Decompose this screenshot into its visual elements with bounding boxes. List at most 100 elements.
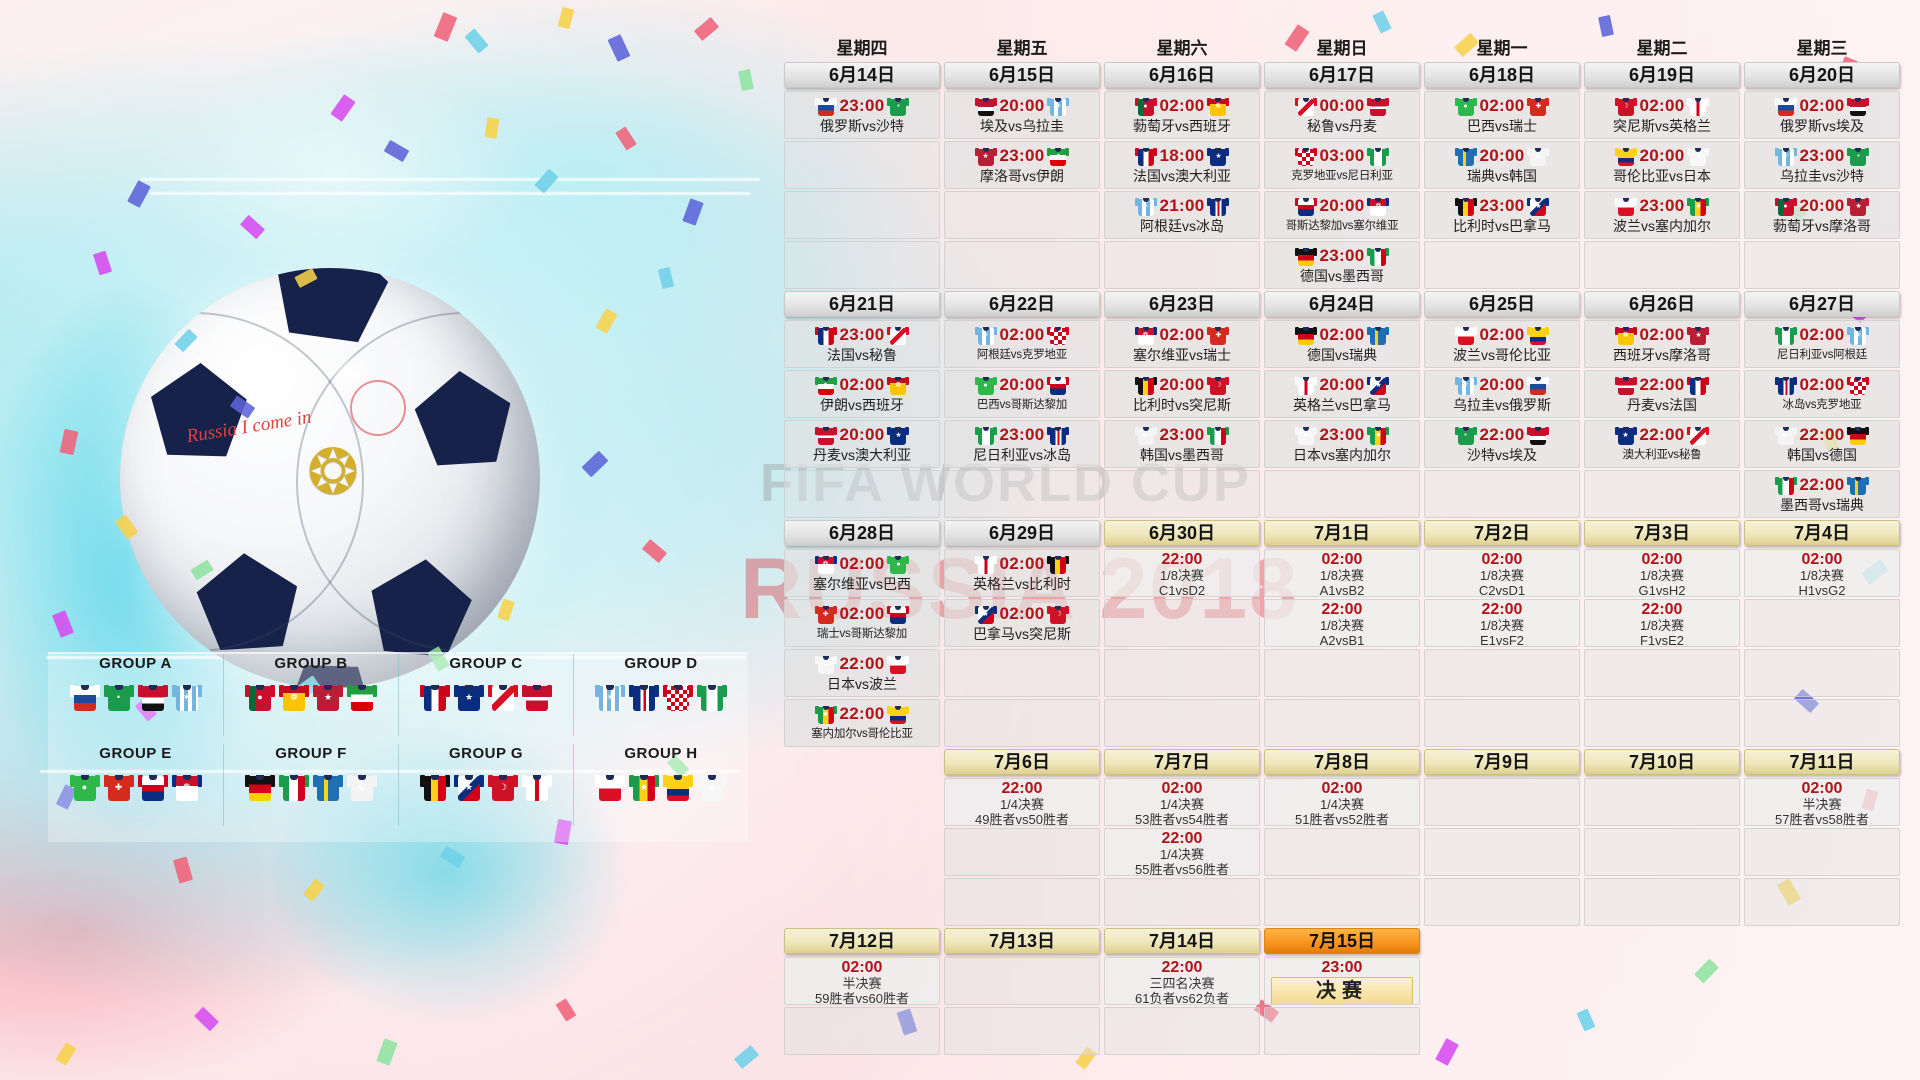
date-header-7月8日[interactable]: 7月8日 — [1264, 749, 1420, 775]
date-header-7月15日[interactable]: 7月15日 — [1264, 928, 1420, 954]
match-cell[interactable]: ✶ 23:00 • 乌拉圭vs沙特 — [1744, 141, 1900, 189]
date-header-6月18日[interactable]: 6月18日 — [1424, 62, 1580, 88]
match-cell[interactable]: ★ 23:00 ◆ 摩洛哥vs伊朗 — [944, 141, 1100, 189]
match-cell[interactable]: ● 20:00 ★ 葧萄牙vs摩洛哥 — [1744, 191, 1900, 239]
knockout-match-cell[interactable]: 22:00 三四名决赛 61负者vs62负者 — [1104, 957, 1260, 1005]
knockout-match-cell[interactable]: 02:00 1/8决赛 A1vsB2 — [1264, 549, 1420, 597]
knockout-match-cell[interactable]: 02:00 1/8决赛 C2vsD1 — [1424, 549, 1580, 597]
match-cell[interactable]: 02:00 冰岛vs克罗地亚 — [1744, 370, 1900, 418]
knockout-match-cell[interactable]: 22:00 1/8决赛 F1vsE2 — [1584, 599, 1740, 647]
match-cell[interactable]: • 22:00 沙特vs埃及 — [1424, 420, 1580, 468]
knockout-match-cell[interactable]: 02:00 1/4决赛 53胜者vs54胜者 — [1104, 778, 1260, 826]
match-cell[interactable]: ● 23:00 ★ 日本vs塞内加尔 — [1264, 420, 1420, 468]
knockout-match-cell[interactable]: 22:00 1/8决赛 A2vsB1 — [1264, 599, 1420, 647]
date-header-6月23日[interactable]: 6月23日 — [1104, 291, 1260, 317]
knockout-match-cell[interactable]: 22:00 1/4决赛 55胜者vs56胜者 — [1104, 828, 1260, 876]
match-cell[interactable]: 00:00 秘鲁vs丹麦 — [1264, 91, 1420, 139]
match-cell[interactable]: ❁ 02:00 ● 塞尔维亚vs巴西 — [784, 549, 940, 597]
match-cell[interactable]: 23:00 ★ 波兰vs塞内加尔 — [1584, 191, 1740, 239]
match-cell[interactable]: ❁ 02:00 ✚ 塞尔维亚vs瑞士 — [1104, 320, 1260, 368]
match-cell[interactable]: ★ 22:00 澳大利亚vs秘鲁 — [1584, 420, 1740, 468]
group-box-group-h[interactable]: GROUP H ★ ● — [573, 744, 748, 826]
match-cell[interactable]: 02:00 俄罗斯vs埃及 — [1744, 91, 1900, 139]
date-header-6月16日[interactable]: 6月16日 — [1104, 62, 1260, 88]
match-cell[interactable]: 18:00 ★ 法国vs澳大利亚 — [1104, 141, 1260, 189]
knockout-match-cell[interactable]: 02:00 半决赛 59胜者vs60胜者 — [784, 957, 940, 1005]
match-cell[interactable]: 02:00 英格兰vs比利时 — [944, 549, 1100, 597]
match-cell[interactable]: 20:00 ✶ 埃及vs乌拉圭 — [944, 91, 1100, 139]
match-cell[interactable]: 20:00 ☯ 瑞典vs韩国 — [1424, 141, 1580, 189]
match-cell[interactable]: ☯ 22:00 韩国vs德国 — [1744, 420, 1900, 468]
date-header-6月29日[interactable]: 6月29日 — [944, 520, 1100, 546]
group-box-group-g[interactable]: GROUP G ★ ☽ — [398, 744, 573, 826]
date-header-7月11日[interactable]: 7月11日 — [1744, 749, 1900, 775]
match-cell[interactable]: 22:00 丹麦vs法国 — [1584, 370, 1740, 418]
match-cell[interactable]: ● 22:00 日本vs波兰 — [784, 649, 940, 697]
match-cell[interactable]: ☀ 02:00 阿根廷vs克罗地亚 — [944, 320, 1100, 368]
date-header-7月4日[interactable]: 7月4日 — [1744, 520, 1900, 546]
group-box-group-c[interactable]: GROUP C ★ — [398, 654, 573, 736]
match-cell[interactable]: 23:00 • 俄罗斯vs沙特 — [784, 91, 940, 139]
match-cell[interactable]: 22:00 墨西哥vs瑞典 — [1744, 470, 1900, 518]
knockout-match-cell[interactable]: 02:00 1/4决赛 51胜者vs52胜者 — [1264, 778, 1420, 826]
knockout-match-cell[interactable]: 22:00 1/4决赛 49胜者vs50胜者 — [944, 778, 1100, 826]
knockout-match-cell[interactable]: 02:00 1/8决赛 H1vsG2 — [1744, 549, 1900, 597]
date-header-6月26日[interactable]: 6月26日 — [1584, 291, 1740, 317]
match-cell[interactable]: 20:00 ★ 英格兰vs巴拿马 — [1264, 370, 1420, 418]
match-cell[interactable]: ★ 22:00 塞内加尔vs哥伦比亚 — [784, 699, 940, 747]
match-cell[interactable]: ◆ 02:00 ❁ 伊朗vs西班牙 — [784, 370, 940, 418]
group-box-group-e[interactable]: GROUP E ● ✚ ❁ — [48, 744, 223, 826]
match-cell[interactable]: 23:00 德国vs墨西哥 — [1264, 241, 1420, 289]
knockout-match-cell[interactable]: 02:00 半决赛 57胜者vs58胜者 — [1744, 778, 1900, 826]
date-header-7月3日[interactable]: 7月3日 — [1584, 520, 1740, 546]
date-header-7月14日[interactable]: 7月14日 — [1104, 928, 1260, 954]
date-header-6月20日[interactable]: 6月20日 — [1744, 62, 1900, 88]
date-header-7月12日[interactable]: 7月12日 — [784, 928, 940, 954]
date-header-7月2日[interactable]: 7月2日 — [1424, 520, 1580, 546]
date-header-7月6日[interactable]: 7月6日 — [944, 749, 1100, 775]
match-cell[interactable]: 03:00 克罗地亚vs尼日利亚 — [1264, 141, 1420, 189]
match-cell[interactable]: 20:00 ● 哥伦比亚vs日本 — [1584, 141, 1740, 189]
match-cell[interactable]: ☀ 21:00 阿根廷vs冰岛 — [1104, 191, 1260, 239]
match-cell[interactable]: ☽ 02:00 突尼斯vs英格兰 — [1584, 91, 1740, 139]
knockout-match-cell[interactable]: 22:00 1/8决赛 C1vsD2 — [1104, 549, 1260, 597]
date-header-7月13日[interactable]: 7月13日 — [944, 928, 1100, 954]
knockout-match-cell[interactable]: 02:00 1/8决赛 G1vsH2 — [1584, 549, 1740, 597]
date-header-7月1日[interactable]: 7月1日 — [1264, 520, 1420, 546]
group-box-group-f[interactable]: GROUP F ☯ — [223, 744, 398, 826]
date-header-6月28日[interactable]: 6月28日 — [784, 520, 940, 546]
match-cell[interactable]: ● 02:00 ✚ 巴西vs瑞士 — [1424, 91, 1580, 139]
match-cell[interactable]: 20:00 ☽ 比利时vs突尼斯 — [1104, 370, 1260, 418]
date-header-6月27日[interactable]: 6月27日 — [1744, 291, 1900, 317]
match-cell[interactable]: 20:00 ❁ 哥斯达黎加vs塞尔维亚 — [1264, 191, 1420, 239]
date-header-6月15日[interactable]: 6月15日 — [944, 62, 1100, 88]
match-cell[interactable]: ☯ 23:00 韩国vs墨西哥 — [1104, 420, 1260, 468]
date-header-6月19日[interactable]: 6月19日 — [1584, 62, 1740, 88]
date-header-7月10日[interactable]: 7月10日 — [1584, 749, 1740, 775]
date-header-6月30日[interactable]: 6月30日 — [1104, 520, 1260, 546]
knockout-match-cell[interactable]: 22:00 1/8决赛 E1vsF2 — [1424, 599, 1580, 647]
date-header-6月25日[interactable]: 6月25日 — [1424, 291, 1580, 317]
date-header-7月7日[interactable]: 7月7日 — [1104, 749, 1260, 775]
match-cell[interactable]: 23:00 尼日利亚vs冰岛 — [944, 420, 1100, 468]
match-cell[interactable]: 02:00 德国vs瑞典 — [1264, 320, 1420, 368]
match-cell[interactable]: 02:00 ☀ 尼日利亚vs阿根廷 — [1744, 320, 1900, 368]
match-cell[interactable]: 23:00 法国vs秘鲁 — [784, 320, 940, 368]
match-cell[interactable]: ✚ 02:00 瑞士vs哥斯达黎加 — [784, 599, 940, 647]
group-box-group-b[interactable]: GROUP B ● ❁ ★ ◆ — [223, 654, 398, 736]
date-header-6月14日[interactable]: 6月14日 — [784, 62, 940, 88]
match-cell[interactable]: ● 02:00 ❁ 葧萄牙vs西班牙 — [1104, 91, 1260, 139]
date-header-6月21日[interactable]: 6月21日 — [784, 291, 940, 317]
match-cell[interactable]: ✶ 20:00 乌拉圭vs俄罗斯 — [1424, 370, 1580, 418]
match-cell[interactable]: ● 20:00 巴西vs哥斯达黎加 — [944, 370, 1100, 418]
date-header-6月24日[interactable]: 6月24日 — [1264, 291, 1420, 317]
match-cell[interactable]: 20:00 ★ 丹麦vs澳大利亚 — [784, 420, 940, 468]
match-cell[interactable]: ★ 02:00 ☽ 巴拿马vs突尼斯 — [944, 599, 1100, 647]
group-box-group-a[interactable]: GROUP A • ✶ — [48, 654, 223, 736]
match-cell[interactable]: 23:00 ★ 比利时vs巴拿马 — [1424, 191, 1580, 239]
knockout-match-cell[interactable]: 23:00 决赛 — [1264, 957, 1420, 1005]
date-header-6月17日[interactable]: 6月17日 — [1264, 62, 1420, 88]
group-box-group-d[interactable]: GROUP D ☀ — [573, 654, 748, 736]
date-header-6月22日[interactable]: 6月22日 — [944, 291, 1100, 317]
date-header-7月9日[interactable]: 7月9日 — [1424, 749, 1580, 775]
